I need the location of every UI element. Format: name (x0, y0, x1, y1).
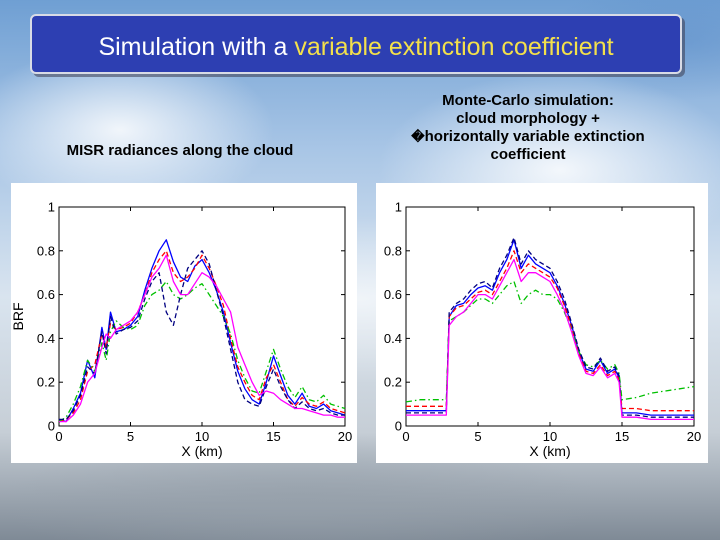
left-y-axis-label: BRF (11, 303, 26, 331)
left-caption: MISR radiances along the cloud (66, 142, 294, 159)
right-chart-panel: 0 5 10 15 20 0 0.2 0.4 0.6 0.8 1 X (km) (376, 183, 708, 463)
right-caption-line-3: �horizontally variable extinction (411, 128, 645, 145)
title-plain: Simulation with a (98, 33, 295, 61)
right-x-tick-label: 10 (543, 429, 557, 444)
left-x-tick-label: 0 (55, 429, 62, 444)
left-x-axis-label: X (km) (181, 443, 222, 459)
left-x-tick-label: 20 (338, 429, 352, 444)
left-series-4-line (59, 250, 345, 421)
left-y-tick-label: 0.6 (37, 287, 55, 302)
right-x-tick-label: 20 (687, 429, 701, 444)
right-series-5-line (406, 258, 694, 421)
left-series-5-line (59, 254, 345, 423)
left-plot-frame (58, 206, 346, 427)
left-series-2-line (58, 250, 346, 423)
right-caption: Monte-Carlo simulation: cloud morphology… (378, 92, 678, 164)
right-x-tick-label: 0 (402, 429, 409, 444)
left-y-tick-label: 0.2 (37, 375, 55, 390)
left-chart: 0 5 10 15 20 0 0.2 0.4 0.6 0.8 1 X (km) BRF (10, 200, 352, 460)
right-chart: 0 5 10 15 20 0 0.2 0.4 0.6 0.8 1 X (km) (384, 200, 701, 460)
left-x-tick-label: 5 (127, 429, 134, 444)
left-y-tick-label: 1 (48, 200, 55, 215)
left-y-tick-label: 0.8 (37, 243, 55, 258)
right-series-2-line (406, 250, 694, 412)
right-x-axis-label: X (km) (529, 443, 570, 459)
right-y-tick-label: 0 (395, 419, 402, 434)
slide-title: Simulation with a variable extinction co… (32, 33, 680, 62)
left-x-tick-label: 15 (266, 429, 280, 444)
right-y-tick-label: 0.8 (384, 243, 402, 258)
right-y-tick-label: 0.6 (384, 287, 402, 302)
right-caption-line-4: coefficient (490, 146, 566, 163)
bullet-glyph: � (411, 129, 425, 144)
title-accent: variable extinction coefficient (294, 33, 614, 61)
right-x-tick-label: 5 (474, 429, 481, 444)
left-y-tick-label: 0 (48, 419, 55, 434)
left-series-3-line (58, 280, 346, 423)
left-x-tick-label: 10 (195, 429, 209, 444)
right-caption-line-2: cloud morphology + (456, 110, 600, 127)
right-y-tick-label: 0.2 (384, 375, 402, 390)
right-x-tick-label: 15 (615, 429, 629, 444)
left-chart-panel: 0 5 10 15 20 0 0.2 0.4 0.6 0.8 1 X (km) BRF (10, 183, 357, 463)
right-y-tick-label: 1 (395, 200, 402, 215)
right-y-tick-label: 0.4 (384, 331, 402, 346)
title-banner: Simulation with a variable extinction co… (30, 14, 682, 74)
left-y-tick-label: 0.4 (37, 331, 55, 346)
right-caption-line-1: Monte-Carlo simulation: (442, 92, 614, 109)
